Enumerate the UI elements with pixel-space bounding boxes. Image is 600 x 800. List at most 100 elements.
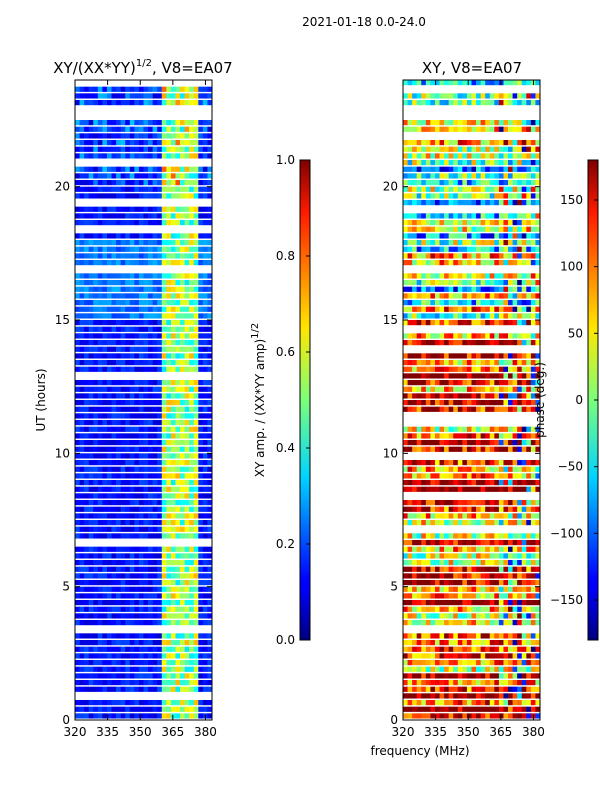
heatmap-cell: [503, 200, 509, 206]
heatmap-cell: [106, 600, 112, 606]
heatmap-cell: [412, 393, 417, 399]
heatmap-cell: [485, 226, 491, 232]
heatmap-cell: [198, 360, 204, 366]
heatmap-cell: [439, 153, 445, 159]
heatmap-cell: [166, 560, 172, 566]
heatmap-cell: [453, 273, 459, 279]
heatmap-cell: [138, 366, 144, 372]
heatmap-cell: [143, 426, 149, 432]
heatmap-cell: [116, 666, 121, 672]
heatmap-cell: [462, 200, 468, 206]
heatmap-cell: [530, 200, 536, 206]
heatmap-cell: [512, 593, 518, 599]
heatmap-cell: [138, 133, 144, 139]
heatmap-cell: [138, 546, 144, 552]
heatmap-cell: [152, 186, 158, 192]
heatmap-cell: [175, 420, 181, 426]
heatmap-cell: [75, 346, 80, 352]
heatmap-cell: [434, 100, 440, 106]
heatmap-cell: [93, 353, 99, 359]
heatmap-cell: [444, 246, 449, 252]
heatmap-cell: [434, 300, 440, 306]
heatmap-cell: [434, 400, 440, 406]
heatmap-cell: [198, 493, 204, 499]
heatmap-cell: [421, 140, 427, 146]
heatmap-cell: [407, 140, 413, 146]
heatmap-cell: [97, 520, 103, 526]
heatmap-cell: [84, 240, 89, 246]
heatmap-cell: [207, 460, 213, 466]
heatmap-cell: [166, 473, 172, 479]
heatmap-cell: [189, 180, 195, 186]
heatmap-cell: [535, 246, 541, 252]
heatmap-cell: [407, 546, 413, 552]
heatmap-cell: [184, 386, 190, 392]
heatmap-cell: [111, 546, 117, 552]
heatmap-cell: [102, 300, 108, 306]
heatmap-cell: [198, 140, 204, 146]
heatmap-cell: [152, 606, 158, 612]
heatmap-cell: [193, 386, 199, 392]
heatmap-cell: [512, 173, 518, 179]
heatmap-cell: [175, 620, 181, 626]
heatmap-cell: [430, 213, 436, 219]
heatmap-cell: [125, 613, 131, 619]
heatmap-cell: [434, 480, 440, 486]
heatmap-cell: [125, 380, 131, 386]
heatmap-cell: [161, 613, 167, 619]
heatmap-cell: [102, 573, 108, 579]
heatmap-cell: [526, 540, 532, 546]
heatmap-cell: [480, 226, 486, 232]
heatmap-cell: [498, 586, 504, 592]
heatmap-cell: [494, 553, 500, 559]
heatmap-cell: [434, 500, 440, 506]
heatmap-cell: [485, 333, 491, 339]
heatmap-cell: [412, 580, 417, 586]
heatmap-cell: [448, 666, 454, 672]
heatmap-cell: [462, 166, 468, 172]
heatmap-cell: [111, 153, 117, 159]
heatmap-cell: [508, 126, 513, 132]
heatmap-cell: [97, 660, 103, 666]
heatmap-cell: [170, 293, 176, 299]
heatmap-cell: [175, 433, 181, 439]
heatmap-cell: [175, 346, 181, 352]
heatmap-cell: [503, 386, 509, 392]
heatmap-cell: [508, 640, 513, 646]
heatmap-cell: [512, 520, 518, 526]
heatmap-cell: [143, 526, 149, 532]
heatmap-cell: [439, 373, 445, 379]
heatmap-cell: [526, 433, 532, 439]
heatmap-cell: [471, 180, 477, 186]
heatmap-cell: [512, 446, 518, 452]
heatmap-cell: [102, 493, 108, 499]
heatmap-cell: [170, 593, 176, 599]
heatmap-cell: [170, 646, 176, 652]
heatmap-cell: [79, 206, 85, 212]
heatmap-cell: [416, 373, 422, 379]
heatmap-cell: [430, 286, 436, 292]
heatmap-cell: [503, 126, 509, 132]
heatmap-cell: [180, 140, 185, 146]
heatmap-cell: [175, 560, 181, 566]
heatmap-cell: [161, 260, 167, 266]
heatmap-cell: [207, 193, 213, 199]
heatmap-cell: [88, 140, 94, 146]
heatmap-cell: [521, 573, 527, 579]
heatmap-cell: [425, 280, 431, 286]
heatmap-cell: [184, 120, 190, 126]
heatmap-cell: [170, 393, 176, 399]
heatmap-cell: [480, 393, 486, 399]
heatmap-cell: [129, 646, 135, 652]
heatmap-cell: [102, 186, 108, 192]
heatmap-cell: [430, 580, 436, 586]
heatmap-cell: [143, 346, 149, 352]
heatmap-cell: [170, 313, 176, 319]
heatmap-cell: [184, 533, 190, 539]
heatmap-cell: [84, 346, 89, 352]
heatmap-cell: [125, 206, 131, 212]
heatmap-cell: [453, 666, 459, 672]
heatmap-cell: [403, 360, 408, 366]
heatmap-cell: [120, 480, 126, 486]
heatmap-cell: [193, 86, 199, 92]
